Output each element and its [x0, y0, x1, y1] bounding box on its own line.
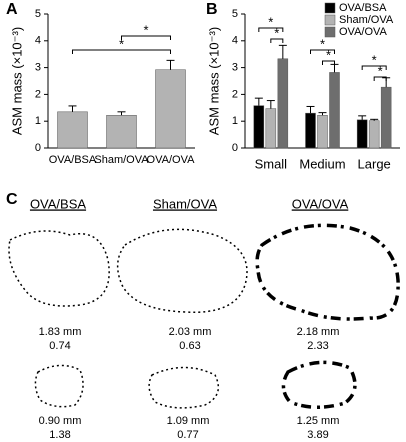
legend-label: OVA/OVA [339, 26, 388, 38]
bar [265, 108, 277, 149]
airway-size: 2.18 mm [297, 326, 340, 338]
y-tick-label: 5 [232, 8, 238, 20]
airway-size: 0.90 mm [39, 415, 82, 427]
significance-bracket [121, 35, 171, 40]
airway-image [281, 360, 357, 409]
group-title: OVA/BSA [30, 196, 86, 211]
significance-star: * [378, 63, 383, 78]
x-tick-label: Small [255, 156, 288, 171]
significance-bracket [310, 49, 335, 54]
y-tick-label: 2 [232, 88, 238, 100]
y-tick-label: 1 [35, 115, 41, 127]
legend-swatch [324, 2, 336, 14]
y-tick-label: 1 [232, 115, 238, 127]
panel-letter: C [6, 191, 18, 208]
significance-bracket [72, 49, 171, 54]
airway-image [34, 364, 84, 408]
airway-size: 1.09 mm [167, 415, 210, 427]
bar [356, 119, 368, 149]
significance-bracket [361, 65, 387, 70]
airway-mass: 2.33 [307, 340, 328, 352]
y-axis-label: ASM mass (×10⁻³) [206, 27, 221, 135]
x-tick-label: OVA/OVA [147, 154, 196, 166]
significance-bracket [322, 60, 335, 65]
bar [368, 120, 380, 149]
bar [380, 86, 392, 149]
airway-mass: 1.38 [49, 429, 70, 441]
group-title: OVA/OVA [292, 196, 349, 211]
significance-star: * [274, 25, 279, 40]
bar [57, 111, 88, 149]
significance-bracket [373, 76, 387, 81]
y-tick-label: 3 [232, 62, 238, 74]
airway-image [148, 366, 220, 409]
significance-star: * [268, 14, 273, 29]
bar [155, 69, 186, 149]
airway-image [116, 228, 248, 314]
significance-star: * [372, 52, 377, 67]
significance-star: * [143, 22, 148, 37]
x-tick-label: Medium [299, 156, 345, 171]
significance-star: * [320, 36, 325, 51]
bar [253, 105, 265, 149]
legend-swatch [324, 14, 336, 26]
y-tick-label: 4 [232, 35, 238, 47]
y-tick-label: 0 [35, 142, 41, 154]
group-title: Sham/OVA [153, 196, 217, 211]
micrographs: OVA/BSA Sham/OVA OVA/OVA 1.83 mm 0.74 2.… [8, 196, 400, 441]
airway-mass: 0.74 [49, 340, 70, 352]
bar [305, 112, 316, 149]
y-tick-label: 4 [35, 35, 41, 47]
y-tick-label: 2 [35, 88, 41, 100]
airway-size: 2.03 mm [169, 326, 212, 338]
legend-swatch [324, 26, 336, 38]
significance-star: * [119, 36, 124, 51]
panel-letter: A [6, 1, 18, 18]
bar [317, 115, 328, 149]
y-tick-label: 0 [232, 142, 238, 154]
bar [277, 58, 289, 149]
y-axis-label: ASM mass (×10⁻³) [9, 27, 24, 135]
airway-size: 1.83 mm [39, 326, 82, 338]
airway-image [8, 230, 110, 307]
significance-bracket [258, 27, 284, 32]
y-tick-label: 3 [35, 62, 41, 74]
x-tick-label: Sham/OVA [94, 154, 149, 166]
bar [106, 115, 137, 149]
airway-size: 1.25 mm [297, 415, 340, 427]
airway-mass: 3.89 [307, 429, 328, 441]
airway-mass: 0.63 [179, 340, 200, 352]
bar [329, 72, 340, 149]
significance-bracket [270, 38, 284, 43]
airway-image [255, 223, 400, 321]
legend-label: OVA/BSA [339, 2, 387, 14]
airway-mass: 0.77 [177, 429, 198, 441]
y-tick-label: 5 [35, 8, 41, 20]
panel-letter: B [206, 1, 218, 18]
legend-label: Sham/OVA [339, 14, 394, 26]
significance-star: * [326, 47, 331, 62]
x-tick-label: Large [358, 156, 391, 171]
x-tick-label: OVA/BSA [49, 154, 97, 166]
